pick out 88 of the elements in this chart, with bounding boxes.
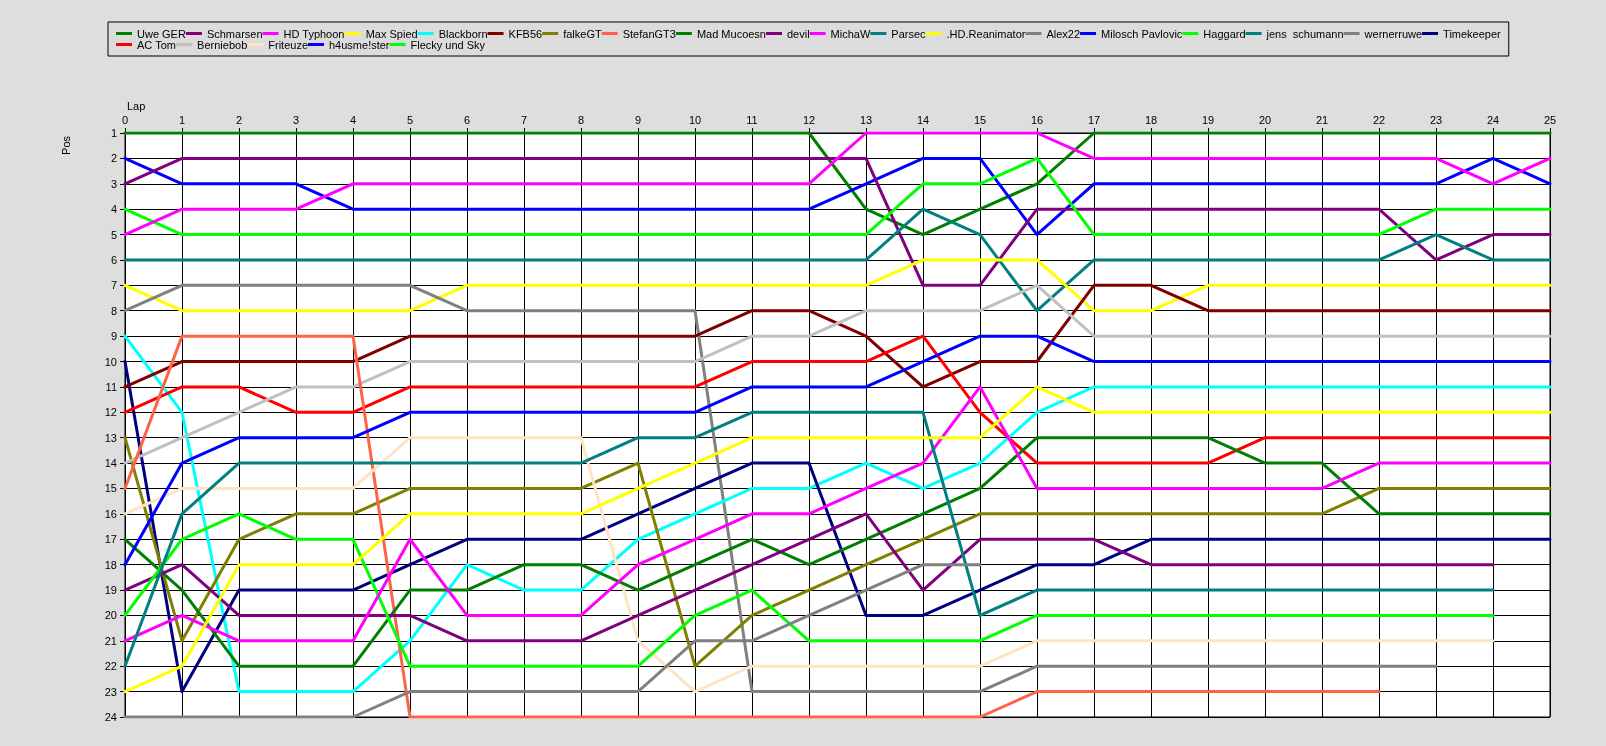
x-tick-label: 14 xyxy=(916,113,930,126)
y-tick-label: 21 xyxy=(104,634,117,647)
line-series xyxy=(123,156,1552,287)
legend-label: jens schumann xyxy=(1265,27,1344,40)
x-tick-label: 7 xyxy=(520,113,528,126)
y-tick-label: 23 xyxy=(104,685,117,698)
x-tick-label: 4 xyxy=(349,113,357,126)
x-tick-label: 10 xyxy=(688,113,702,126)
legend-label: Flecky und Sky xyxy=(410,38,486,51)
x-tick-label: 25 xyxy=(1543,113,1557,126)
legend-label: .HD.Reanimator xyxy=(946,27,1026,40)
legend-label: Haggard xyxy=(1203,27,1246,40)
y-tick-label: 22 xyxy=(104,660,117,673)
legend-label: Friteuze xyxy=(268,38,309,51)
legend-label: HD Typhoon xyxy=(283,27,345,40)
x-tick-label: 19 xyxy=(1201,113,1215,126)
legend-label: Mad Mucoesn xyxy=(696,27,766,40)
line-series xyxy=(123,334,1552,567)
x-tick-label: 8 xyxy=(577,113,585,126)
x-tick-label: 22 xyxy=(1372,113,1386,126)
y-tick-label: 12 xyxy=(104,406,117,419)
x-tick-label: 18 xyxy=(1144,113,1158,126)
legend-label: Timekeeper xyxy=(1443,27,1502,40)
line-series xyxy=(123,207,1552,313)
legend-label: Schmarsen xyxy=(206,27,263,40)
y-tick-label: 7 xyxy=(110,279,117,292)
y-tick-label: 18 xyxy=(104,558,117,571)
legend-label: Blackborn xyxy=(438,27,488,40)
y-tick-label: 13 xyxy=(104,431,117,444)
x-tick-label: 13 xyxy=(859,113,873,126)
legend-label: Berniebob xyxy=(197,38,248,51)
y-tick-label: 19 xyxy=(104,584,117,597)
y-tick-label: 6 xyxy=(110,253,117,266)
y-tick-label: 5 xyxy=(110,228,117,241)
line-series xyxy=(123,283,1552,389)
line-series xyxy=(123,385,1552,643)
legend-label: Alex22 xyxy=(1046,27,1081,40)
x-tick-label: 1 xyxy=(178,113,186,126)
y-tick-label: 10 xyxy=(104,355,117,368)
x-tick-label: 11 xyxy=(746,113,758,126)
line-series xyxy=(123,512,1495,643)
x-tick-label: 6 xyxy=(463,113,471,126)
x-tick-label: 21 xyxy=(1315,113,1329,126)
line-series xyxy=(123,131,1552,237)
y-axis-title: Pos xyxy=(59,135,72,155)
line-series xyxy=(123,512,1495,668)
legend-label: MichaW xyxy=(830,27,871,40)
x-tick-label: 20 xyxy=(1258,113,1272,126)
legend-label: wernerruwe xyxy=(1363,27,1423,40)
x-tick-label: 16 xyxy=(1030,113,1044,126)
line-series xyxy=(123,334,1552,465)
y-tick-label: 8 xyxy=(110,304,117,317)
x-axis-title: Lap xyxy=(127,99,146,112)
y-tick-label: 9 xyxy=(110,330,117,343)
legend-label: h4usme!ster xyxy=(329,38,390,51)
line-series xyxy=(123,283,1552,465)
x-tick-label: 0 xyxy=(121,113,129,126)
legend-label: devil xyxy=(786,27,810,40)
legend-label: KFB56 xyxy=(508,27,543,40)
y-tick-label: 24 xyxy=(104,711,117,723)
x-tick-label: 2 xyxy=(235,113,243,126)
x-tick-label: 23 xyxy=(1429,113,1443,126)
y-tick-label: 20 xyxy=(104,609,117,622)
y-tick-label: 16 xyxy=(104,507,117,520)
legend-label: AC Tom xyxy=(137,38,176,51)
legend-label: Parsec xyxy=(891,27,927,40)
y-tick-label: 11 xyxy=(105,380,117,393)
y-tick-label: 15 xyxy=(104,482,117,495)
y-tick-label: 1 xyxy=(110,127,117,139)
x-tick-label: 15 xyxy=(973,113,987,126)
legend-label: Milosch Pavlovic xyxy=(1101,27,1183,40)
x-tick-label: 3 xyxy=(292,113,300,126)
legend-label: StefanGT3 xyxy=(622,27,676,40)
line-series xyxy=(123,334,1381,719)
x-tick-label: 17 xyxy=(1087,113,1101,126)
legend-label: Uwe GER xyxy=(137,27,186,40)
x-tick-label: 9 xyxy=(634,113,642,126)
y-tick-label: 4 xyxy=(110,203,117,216)
y-tick-label: 3 xyxy=(110,177,117,190)
y-tick-label: 2 xyxy=(110,152,117,165)
legend-label: Max Spied xyxy=(365,27,418,40)
y-tick-label: 17 xyxy=(104,533,117,546)
x-tick-label: 12 xyxy=(802,113,816,126)
x-tick-label: 5 xyxy=(406,113,414,126)
x-tick-label: 24 xyxy=(1486,113,1500,126)
y-tick-label: 14 xyxy=(104,457,117,470)
legend-label: falkeGT xyxy=(563,27,602,40)
line-series xyxy=(123,156,1552,237)
